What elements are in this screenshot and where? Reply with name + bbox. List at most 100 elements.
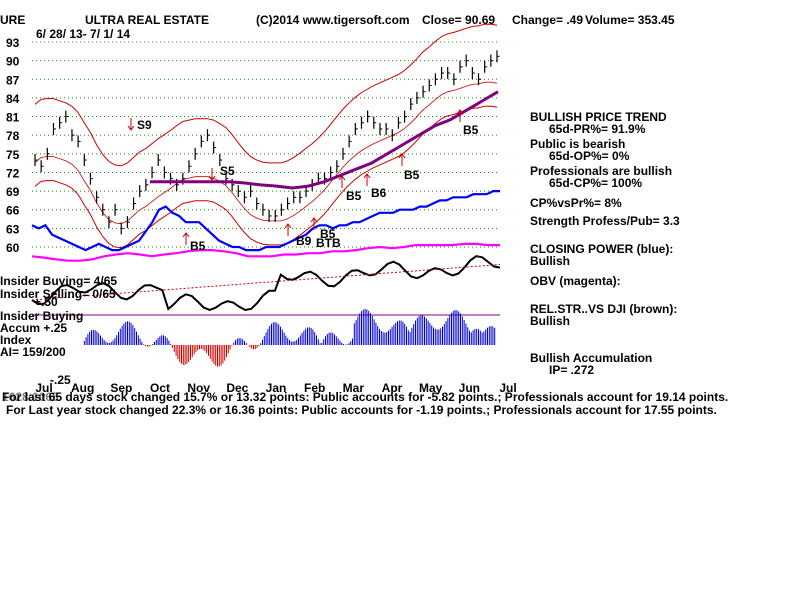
accum-bar: [294, 341, 296, 345]
accum-bar: [206, 345, 208, 354]
accum-bar: [465, 323, 467, 345]
accum-bar: [397, 321, 398, 345]
y-tick-label: 69: [6, 185, 20, 199]
y-tick-label: 90: [6, 55, 20, 69]
accum-bar: [308, 327, 310, 345]
series-line: [31, 242, 500, 262]
accum-bar: [330, 332, 332, 345]
accum-bar: [188, 345, 190, 363]
accum-bar: [429, 323, 431, 345]
accum-bar: [258, 345, 260, 346]
accum-bar: [339, 340, 341, 345]
accum-bar: [116, 335, 118, 345]
accum-bar: [109, 342, 110, 345]
accum-bar: [256, 345, 258, 348]
accum-bar: [353, 323, 355, 345]
date-range: 6/ 28/ 13- 7/ 1/ 14: [36, 27, 131, 41]
minus-25-label: -.25: [50, 373, 71, 387]
accum-bar: [130, 323, 132, 345]
x-tick-label: Apr: [382, 381, 403, 395]
accum-bar: [143, 344, 145, 345]
accum-bar: [298, 337, 299, 345]
series-line: [31, 190, 500, 252]
accum-bar: [443, 324, 445, 345]
accum-bar: [289, 340, 290, 345]
accum-bar: [458, 311, 460, 345]
accum-bar: [425, 318, 427, 345]
indicator-level: +.50: [34, 295, 58, 309]
accum-bar: [348, 343, 350, 345]
accum-bar: [418, 316, 420, 345]
accum-bar: [175, 345, 177, 356]
accum-bar: [181, 345, 182, 364]
x-tick-label: Dec: [226, 381, 248, 395]
accum-bar: [290, 341, 292, 345]
accum-bar: [260, 343, 262, 345]
accum-bar: [148, 345, 150, 347]
accum-bar: [238, 338, 240, 345]
accum-bar: [355, 319, 357, 345]
accum-bar: [461, 316, 463, 345]
accum-bar: [132, 325, 134, 345]
accum-bar: [478, 329, 479, 345]
x-tick-label: Sep: [110, 381, 132, 395]
accum-bar: [182, 345, 184, 365]
signal-label-b10: BTB: [316, 236, 341, 250]
accum-bar: [427, 320, 429, 345]
accum-bar: [220, 345, 222, 366]
signal-arrow-head: [338, 175, 346, 181]
accum-bar: [292, 341, 294, 345]
accum-bar: [494, 327, 496, 345]
accum-bar: [362, 309, 364, 345]
signal-arrow-head: [398, 153, 406, 159]
accum-bar: [154, 341, 155, 345]
accum-bar: [222, 345, 224, 364]
indicator-lines: [31, 90, 500, 262]
accum-bar: [325, 336, 326, 345]
accum-bar: [200, 345, 202, 349]
ip-value: IP= .272: [549, 363, 595, 377]
accum-bar: [433, 327, 434, 345]
accum-bar: [395, 322, 397, 345]
accum-bar: [438, 329, 440, 345]
signal-label-b5: B5: [190, 239, 206, 253]
accum-bar: [328, 332, 330, 345]
y-tick-label: 72: [6, 166, 20, 180]
chart-gridlines: [32, 41, 500, 316]
accum-bar: [447, 318, 449, 345]
pr-value: 65d-PR%= 91.9%: [549, 122, 646, 136]
accum-bar: [474, 329, 476, 345]
lower-band: [34, 105, 498, 249]
accum-label: Accum +.25: [0, 321, 68, 335]
accum-bar: [307, 327, 308, 345]
accum-bar: [420, 315, 422, 345]
accum-bar: [110, 342, 112, 345]
signal-label-s5: S5: [220, 164, 235, 178]
trend-title: BULLISH PRICE TREND: [530, 110, 667, 124]
accum-bar: [352, 338, 353, 345]
accum-bar: [94, 330, 96, 345]
obv-label: OBV (magenta):: [530, 274, 621, 288]
accum-bar: [485, 329, 487, 345]
accum-bar: [317, 339, 319, 345]
accum-bar: [442, 326, 443, 345]
accum-bar: [280, 326, 281, 345]
symbol-label: URE: [0, 13, 26, 27]
x-tick-label: Jun: [459, 381, 480, 395]
accum-bar: [323, 339, 325, 345]
y-tick-label: 87: [6, 73, 20, 87]
x-tick-label: Aug: [71, 381, 94, 395]
accum-bar: [179, 345, 181, 362]
closing-power-state: Bullish: [530, 254, 571, 268]
close-value: Close= 90.69: [422, 13, 496, 27]
accum-bar: [456, 310, 458, 345]
accum-bar: [202, 345, 204, 350]
accum-bar: [377, 326, 379, 345]
accum-bar: [346, 344, 348, 345]
signal-arrow-head: [284, 223, 292, 229]
y-tick-label: 93: [6, 36, 20, 50]
series-line: [150, 90, 499, 190]
accum-bar: [218, 345, 220, 367]
accum-bar: [407, 330, 409, 345]
